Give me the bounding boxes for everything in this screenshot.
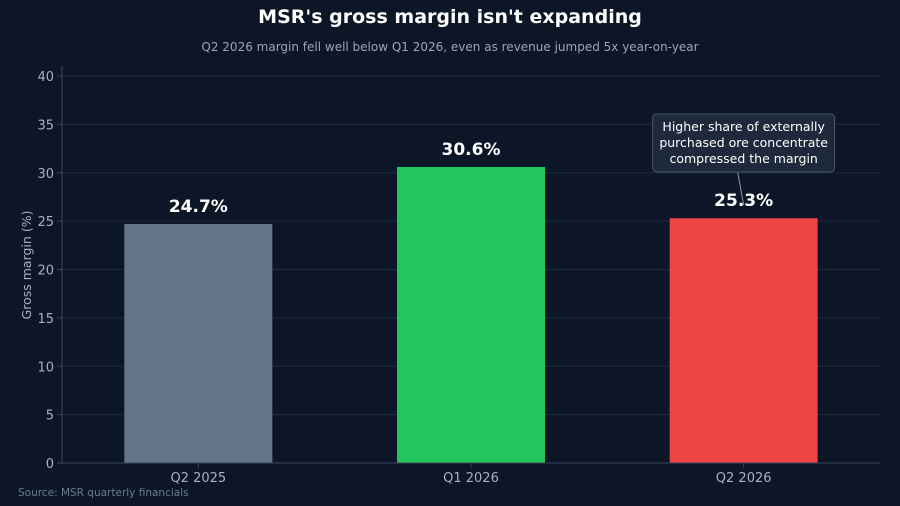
y-tick-label: 0 xyxy=(46,457,54,472)
bar-q2-2025 xyxy=(124,224,273,463)
y-tick-label: 25 xyxy=(37,215,54,230)
data-label: 24.7% xyxy=(169,197,228,217)
bars xyxy=(124,166,818,463)
axes: 0 5 10 15 20 25 30 35 40 Q2 2025 Q1 2026 Q2 2026 xyxy=(37,66,880,486)
data-labels: 24.7% 30.6% 25.3% xyxy=(169,140,773,217)
bar-q1-2026 xyxy=(397,166,545,463)
data-label: 30.6% xyxy=(442,140,501,160)
annotation-line: Higher share of externally xyxy=(662,119,825,134)
y-tick-label: 20 xyxy=(37,264,54,279)
y-tick-label: 15 xyxy=(37,312,54,327)
y-tick-label: 10 xyxy=(37,360,54,375)
chart-subtitle: Q2 2026 margin fell well below Q1 2026, … xyxy=(201,40,698,54)
annotation-line: purchased ore concentrate xyxy=(659,135,828,150)
annotation-box xyxy=(652,113,836,173)
y-tick-label: 35 xyxy=(37,118,54,133)
bar-q2-2026 xyxy=(669,218,818,463)
x-tick-label: Q2 2026 xyxy=(716,471,772,486)
y-tick-label: 30 xyxy=(37,167,54,182)
y-tick-label: 40 xyxy=(37,70,54,85)
annotation-pointer xyxy=(737,171,745,206)
x-tick-label: Q1 2026 xyxy=(443,471,499,486)
y-axis-title: Gross margin (%) xyxy=(19,211,34,320)
data-label: 25.3% xyxy=(714,191,773,211)
source-note: Source: MSR quarterly financials xyxy=(18,487,189,499)
x-tick-label: Q2 2025 xyxy=(170,471,226,486)
annotation-line: compressed the margin xyxy=(669,151,817,166)
y-tick-label: 5 xyxy=(46,409,54,424)
chart-title: MSR's gross margin isn't expanding xyxy=(258,6,642,28)
